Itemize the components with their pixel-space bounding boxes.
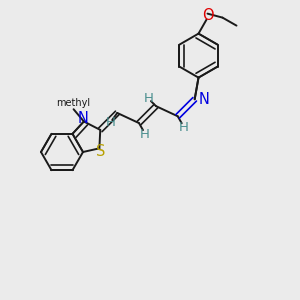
Text: O: O xyxy=(202,8,213,23)
Text: H: H xyxy=(144,92,154,105)
Text: S: S xyxy=(96,144,105,159)
Text: H: H xyxy=(179,121,189,134)
Text: N: N xyxy=(77,111,88,126)
Text: methyl: methyl xyxy=(56,98,91,108)
Text: H: H xyxy=(140,128,150,141)
Text: H: H xyxy=(105,116,115,129)
Text: N: N xyxy=(199,92,210,107)
